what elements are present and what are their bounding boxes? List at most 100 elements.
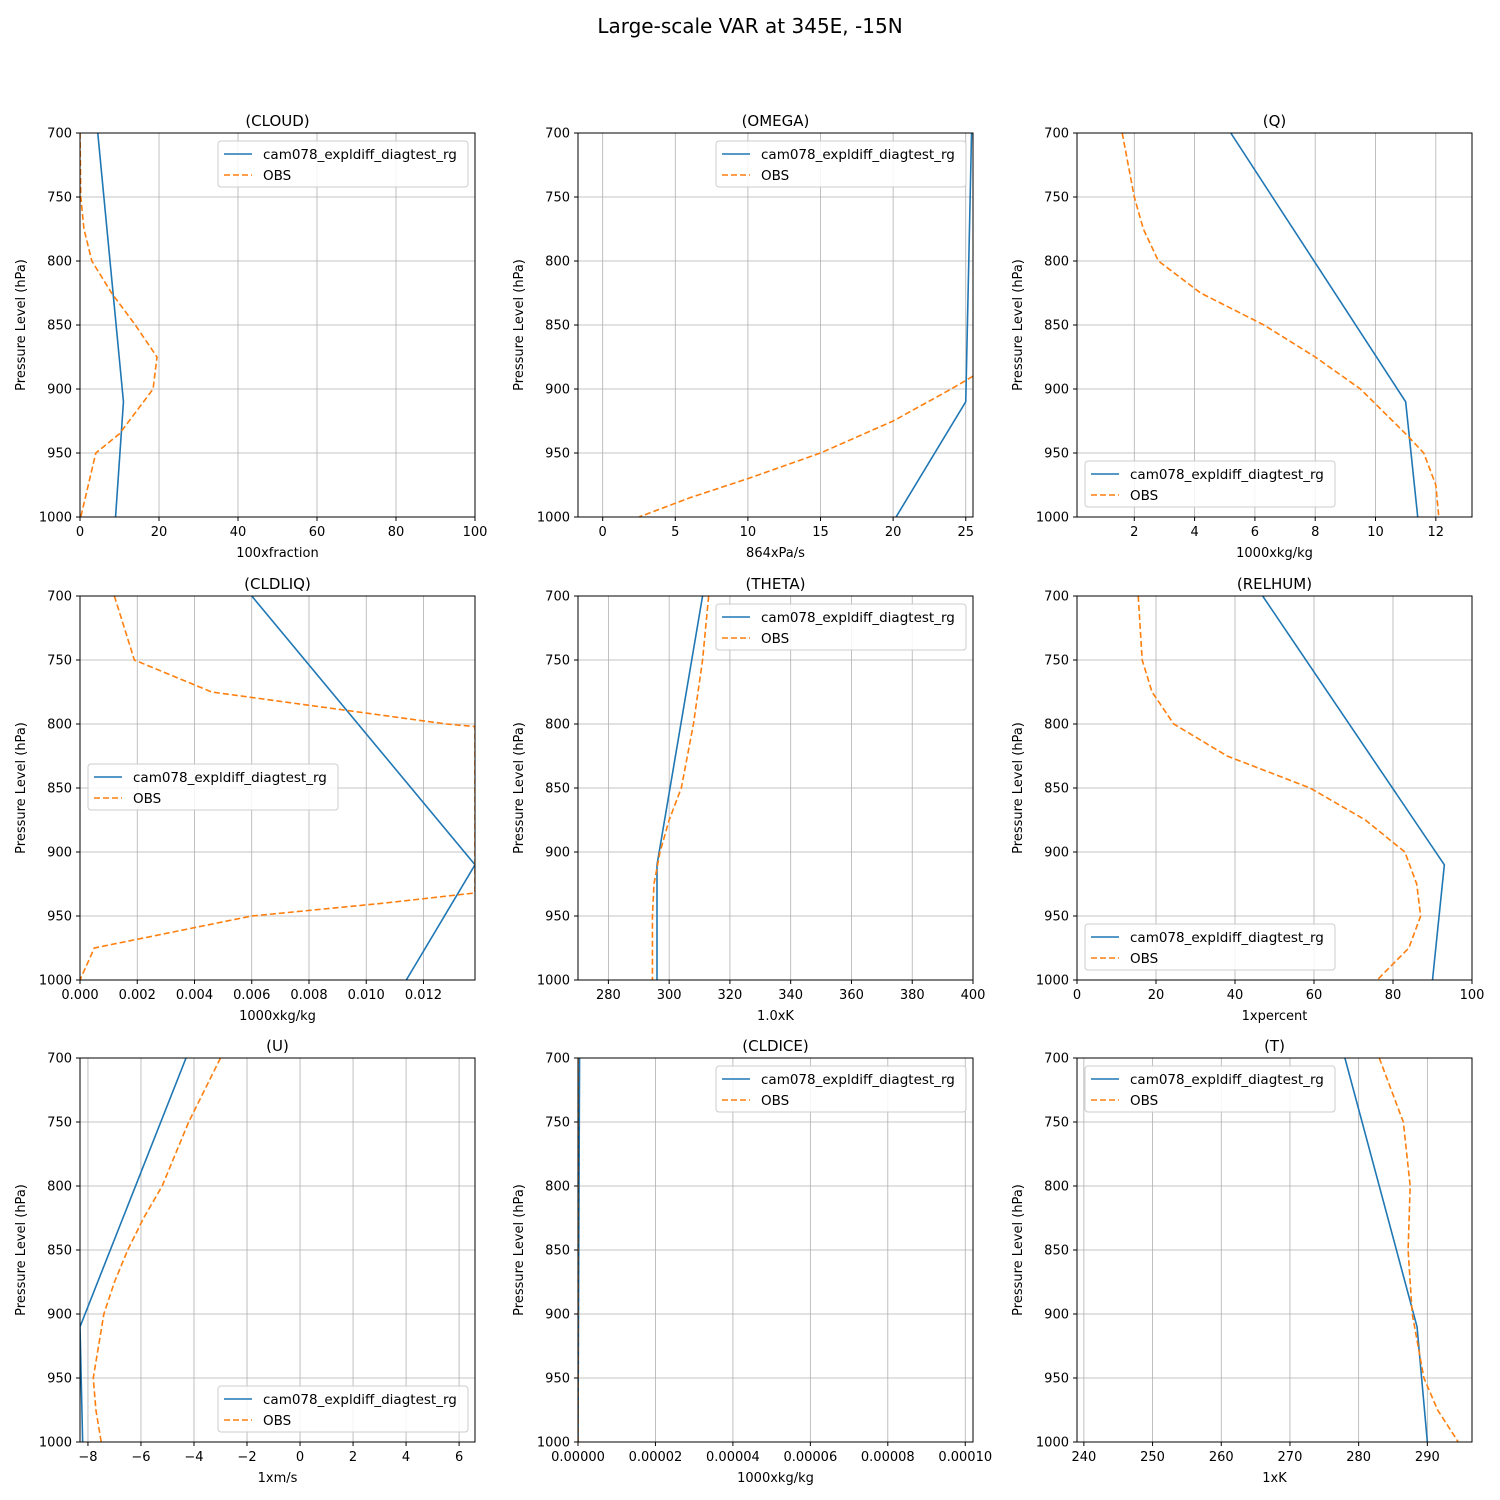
legend-box (87, 763, 339, 811)
y-tick-label: 1000 (39, 1436, 72, 1451)
series-line-model (251, 596, 475, 980)
panel-title: (RELHUM) (1237, 575, 1312, 593)
legend-label-obs: OBS (263, 1413, 291, 1429)
y-tick-label: 1000 (537, 974, 570, 989)
y-tick-label: 800 (47, 1180, 72, 1195)
series-group (1137, 596, 1446, 980)
x-axis-label: 1000xkg/kg (239, 1009, 316, 1024)
x-axis-label: 1xpercent (1242, 1009, 1308, 1024)
series-line-obs (80, 596, 475, 980)
y-tick-label: 700 (47, 590, 72, 605)
y-tick-label: 850 (545, 1244, 570, 1259)
legend-box (1084, 923, 1336, 971)
legend: cam078_expldiff_diagtest_rg OBS (715, 1065, 967, 1113)
y-tick-label: 1000 (1036, 511, 1069, 526)
series-line-model (895, 133, 973, 517)
x-tick-label: 6 (1251, 525, 1259, 540)
series-line-model (1230, 133, 1419, 517)
x-tick-label: 320 (718, 988, 743, 1003)
x-axis-label: 1xm/s (258, 1471, 298, 1486)
x-tick-label: 380 (900, 988, 925, 1003)
y-tick-label: 950 (545, 910, 570, 925)
y-axis-label: Pressure Level (hPa) (14, 722, 29, 854)
x-tick-label: 240 (1071, 1450, 1096, 1465)
legend-label-obs: OBS (761, 1093, 789, 1109)
x-tick-label: 6 (455, 1450, 463, 1465)
x-axis-label: 1xK (1262, 1471, 1287, 1486)
y-tick-label: 700 (545, 590, 570, 605)
legend-label-obs: OBS (1130, 488, 1158, 504)
y-tick-label: 1000 (537, 511, 570, 526)
x-tick-label: 360 (839, 988, 864, 1003)
panel-title: (THETA) (746, 575, 806, 593)
y-tick-label: 850 (1044, 782, 1069, 797)
x-tick-label: 80 (1385, 988, 1402, 1003)
x-tick-label: 0.004 (176, 988, 213, 1003)
series-group (651, 596, 710, 980)
x-tick-label: 60 (309, 525, 326, 540)
y-tick-label: 800 (47, 718, 72, 733)
series-line-model (96, 133, 125, 517)
x-tick-label: 80 (388, 525, 405, 540)
series-group (1121, 133, 1440, 517)
panel-omega: 0 5 10 15 20 25 700 750 800 850 900 950 1000 (OMEGA) 8… (512, 112, 974, 561)
y-axis-label: Pressure Level (hPa) (1011, 1184, 1026, 1316)
panel-q: 2 4 6 8 10 12 700 750 800 850 900 950 1000 (Q) 1000xkg… (1011, 112, 1473, 561)
x-tick-label: −6 (131, 1450, 150, 1465)
y-tick-label: 950 (1044, 447, 1069, 462)
legend: cam078_expldiff_diagtest_rg OBS (715, 140, 967, 188)
x-tick-label: 40 (1227, 988, 1244, 1003)
legend-box (715, 603, 967, 651)
y-tick-label: 950 (47, 447, 72, 462)
panel-relhum: 0 20 40 60 80 100 700 750 800 850 900 950 1000 (RELHU… (1011, 575, 1484, 1024)
legend-label-obs: OBS (263, 168, 291, 184)
grid (1077, 1057, 1472, 1443)
legend: cam078_expldiff_diagtest_rg OBS (715, 603, 967, 651)
y-axis-label: Pressure Level (hPa) (1011, 722, 1026, 854)
x-tick-label: 0.00004 (706, 1450, 760, 1465)
y-tick-label: 750 (545, 191, 570, 206)
x-tick-label: 20 (151, 525, 168, 540)
x-tick-label: 12 (1428, 525, 1445, 540)
y-tick-label: 700 (47, 127, 72, 142)
x-tick-label: 0 (296, 1450, 304, 1465)
y-tick-label: 900 (545, 846, 570, 861)
y-axis-label: Pressure Level (hPa) (512, 259, 527, 391)
x-tick-label: 15 (812, 525, 829, 540)
x-tick-label: 100 (1460, 988, 1485, 1003)
x-axis-label: 100xfraction (236, 546, 318, 561)
x-axis-label: 1000xkg/kg (737, 1471, 814, 1486)
y-tick-label: 800 (1044, 1180, 1069, 1195)
y-tick-label: 850 (545, 782, 570, 797)
y-tick-label: 1000 (1036, 1436, 1069, 1451)
series-group (80, 596, 475, 980)
legend-label-obs: OBS (1130, 1093, 1158, 1109)
x-tick-label: 0.010 (348, 988, 385, 1003)
panel-theta: 280 300 320 340 360 380 400 700 750 800 850 900 950 1… (512, 575, 985, 1024)
y-tick-label: 1000 (537, 1436, 570, 1451)
x-tick-label: 2 (1130, 525, 1138, 540)
x-tick-label: 290 (1415, 1450, 1440, 1465)
legend: cam078_expldiff_diagtest_rg OBS (1084, 923, 1336, 971)
x-tick-label: 5 (671, 525, 679, 540)
panel-cloud: 0 20 40 60 80 100 700 750 800 850 900 950 1000 (CLOUD… (14, 112, 487, 561)
panel-title: (CLDICE) (742, 1037, 808, 1055)
y-tick-label: 1000 (1036, 974, 1069, 989)
panel-title: (T) (1264, 1037, 1285, 1055)
x-tick-label: 25 (957, 525, 974, 540)
x-tick-label: 100 (463, 525, 488, 540)
x-tick-label: 260 (1209, 1450, 1234, 1465)
x-tick-label: 0.012 (405, 988, 442, 1003)
legend: cam078_expldiff_diagtest_rg OBS (217, 140, 469, 188)
x-axis-label: 1000xkg/kg (1236, 546, 1313, 561)
y-tick-label: 900 (47, 1308, 72, 1323)
x-tick-label: 0 (599, 525, 607, 540)
panel-cldice: 0.00000 0.00002 0.00004 0.00006 0.00008 0.000… (512, 1037, 992, 1486)
legend-box (715, 1065, 967, 1113)
y-tick-label: 750 (1044, 191, 1069, 206)
panel-t: 240 250 260 270 280 290 700 750 800 850 900 950 1000… (1011, 1037, 1473, 1486)
legend-label-obs: OBS (133, 791, 161, 807)
y-tick-label: 850 (47, 1244, 72, 1259)
panel-title: (U) (266, 1037, 289, 1055)
legend-box (217, 140, 469, 188)
